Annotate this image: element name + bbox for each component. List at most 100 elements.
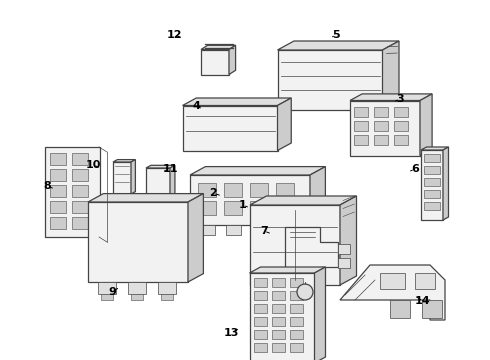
Bar	[390, 300, 410, 318]
Bar	[161, 294, 173, 300]
Text: 14: 14	[415, 296, 431, 306]
Bar	[253, 330, 267, 339]
Polygon shape	[340, 196, 357, 285]
Bar	[271, 291, 285, 300]
Bar	[394, 135, 408, 144]
Text: 8: 8	[43, 181, 51, 191]
Bar	[128, 282, 146, 294]
Bar	[290, 343, 302, 352]
Polygon shape	[190, 175, 310, 225]
Bar	[271, 343, 285, 352]
Bar	[290, 278, 302, 287]
Polygon shape	[277, 41, 399, 50]
Polygon shape	[420, 94, 432, 156]
Bar	[338, 244, 350, 254]
Text: 3: 3	[396, 94, 404, 104]
Bar	[72, 169, 88, 181]
Bar	[290, 317, 302, 326]
Bar	[424, 166, 440, 174]
Polygon shape	[113, 159, 135, 162]
Bar	[424, 190, 440, 198]
Bar	[252, 225, 267, 235]
Polygon shape	[182, 105, 277, 150]
Bar	[198, 183, 216, 197]
Bar	[354, 121, 368, 131]
Bar	[276, 183, 294, 197]
Polygon shape	[315, 267, 325, 360]
Bar	[253, 278, 267, 287]
Polygon shape	[340, 265, 445, 320]
Bar	[253, 291, 267, 300]
Bar	[394, 107, 408, 117]
Bar	[253, 304, 267, 313]
Text: 11: 11	[162, 164, 178, 174]
Polygon shape	[201, 45, 236, 50]
Polygon shape	[285, 227, 338, 282]
Text: 10: 10	[85, 160, 100, 170]
Polygon shape	[310, 167, 325, 225]
Bar	[45, 147, 100, 237]
Bar	[422, 300, 442, 318]
Text: 13: 13	[223, 328, 239, 338]
Polygon shape	[88, 194, 203, 202]
Bar	[338, 258, 350, 268]
Bar	[290, 304, 302, 313]
Bar	[50, 185, 66, 197]
Bar	[158, 282, 176, 294]
Polygon shape	[190, 167, 325, 175]
Bar	[380, 273, 405, 289]
Bar	[72, 153, 88, 165]
Bar	[374, 135, 388, 144]
Bar	[72, 201, 88, 213]
Text: 6: 6	[411, 164, 419, 174]
Bar	[72, 217, 88, 229]
Bar	[271, 330, 285, 339]
Polygon shape	[182, 98, 291, 105]
Bar	[290, 330, 302, 339]
Bar	[424, 154, 440, 162]
Bar	[374, 121, 388, 131]
Bar	[424, 202, 440, 210]
Bar	[271, 304, 285, 313]
Text: 5: 5	[332, 30, 340, 40]
Bar	[224, 201, 242, 215]
Text: 1: 1	[239, 200, 247, 210]
Polygon shape	[88, 202, 188, 282]
Polygon shape	[250, 205, 340, 285]
Polygon shape	[350, 94, 432, 100]
Polygon shape	[249, 273, 315, 360]
Bar	[271, 317, 285, 326]
Bar	[200, 225, 215, 235]
Polygon shape	[443, 147, 448, 220]
Bar	[253, 343, 267, 352]
Bar	[374, 107, 388, 117]
Bar	[250, 201, 268, 215]
Polygon shape	[383, 41, 399, 110]
Polygon shape	[146, 165, 175, 168]
Bar	[101, 294, 113, 300]
Polygon shape	[250, 196, 357, 205]
Polygon shape	[277, 98, 291, 150]
Polygon shape	[277, 50, 383, 110]
Polygon shape	[229, 45, 236, 75]
Polygon shape	[146, 168, 170, 198]
Bar	[224, 183, 242, 197]
Bar	[131, 294, 143, 300]
Bar	[198, 201, 216, 215]
Polygon shape	[170, 165, 175, 198]
Circle shape	[297, 284, 313, 300]
Polygon shape	[421, 150, 443, 220]
Text: 12: 12	[166, 30, 182, 40]
Text: 7: 7	[260, 226, 268, 236]
Polygon shape	[201, 50, 229, 75]
Bar	[50, 201, 66, 213]
Polygon shape	[188, 194, 203, 282]
Bar	[424, 178, 440, 186]
Bar	[50, 217, 66, 229]
Bar	[278, 225, 293, 235]
Bar	[250, 183, 268, 197]
Bar	[253, 317, 267, 326]
Polygon shape	[249, 267, 325, 273]
Polygon shape	[113, 162, 131, 194]
Bar	[276, 201, 294, 215]
